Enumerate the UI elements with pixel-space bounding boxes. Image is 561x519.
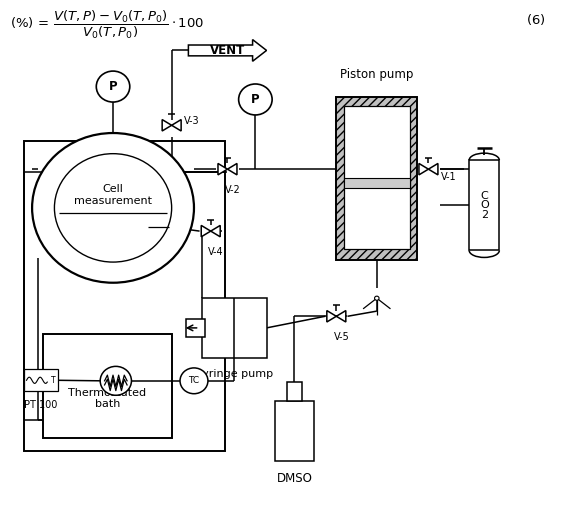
Polygon shape — [419, 163, 429, 175]
Circle shape — [375, 296, 379, 301]
Circle shape — [180, 368, 208, 394]
Circle shape — [100, 366, 131, 395]
Bar — [24, 370, 58, 391]
Text: Syringe pump: Syringe pump — [195, 369, 274, 379]
FancyArrow shape — [188, 39, 266, 61]
Bar — [24, 141, 224, 450]
Text: $(6)$: $(6)$ — [526, 12, 546, 26]
Polygon shape — [218, 163, 227, 175]
Text: P: P — [251, 93, 260, 106]
Text: V-1: V-1 — [441, 172, 456, 182]
Polygon shape — [327, 310, 337, 322]
Bar — [287, 382, 302, 402]
Polygon shape — [429, 163, 438, 175]
Text: V-2: V-2 — [224, 185, 241, 195]
Polygon shape — [337, 310, 346, 322]
Text: DMSO: DMSO — [277, 472, 312, 485]
Text: Piston pump: Piston pump — [341, 69, 414, 81]
Text: C
O
2: C O 2 — [480, 190, 489, 220]
Circle shape — [32, 133, 194, 283]
Polygon shape — [162, 119, 172, 131]
Bar — [186, 319, 205, 337]
Text: $(\%)\,=\,\dfrac{V(T,P)-V_{0}(T,P_{0})}{V_{0}(T,P_{0})}\cdot100$: $(\%)\,=\,\dfrac{V(T,P)-V_{0}(T,P_{0})}{… — [10, 9, 204, 42]
Text: T: T — [50, 376, 55, 385]
Circle shape — [54, 154, 172, 262]
Text: Cell
measurement: Cell measurement — [74, 184, 152, 206]
Text: PT 100: PT 100 — [24, 401, 58, 411]
Polygon shape — [201, 225, 211, 237]
Text: V-3: V-3 — [184, 116, 200, 126]
Bar — [343, 178, 410, 188]
Bar — [203, 298, 266, 358]
Circle shape — [238, 84, 272, 115]
Text: TC: TC — [188, 376, 200, 385]
Text: VENT: VENT — [210, 44, 245, 57]
Text: P: P — [109, 80, 117, 93]
Bar — [469, 160, 499, 251]
Text: V-4: V-4 — [208, 247, 223, 257]
Polygon shape — [227, 163, 237, 175]
Bar — [337, 97, 417, 260]
Polygon shape — [172, 119, 181, 131]
Bar — [275, 402, 314, 461]
Circle shape — [96, 71, 130, 102]
Text: V-5: V-5 — [334, 332, 350, 342]
Bar — [343, 105, 410, 250]
Polygon shape — [211, 225, 220, 237]
Text: Thermostated
bath: Thermostated bath — [68, 388, 146, 409]
Bar — [43, 334, 172, 438]
